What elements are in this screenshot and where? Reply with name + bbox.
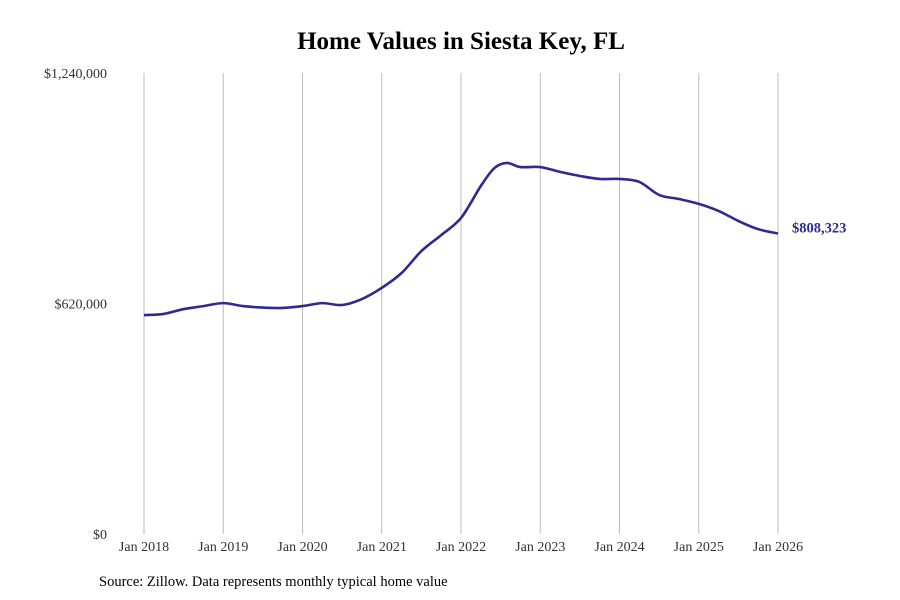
x-tick-label: Jan 2022 [436,540,486,555]
chart-title: Home Values in Siesta Key, FL [297,28,625,55]
x-tick-label: Jan 2020 [277,540,327,555]
x-tick-label: Jan 2023 [515,540,565,555]
end-value-label: $808,323 [792,220,846,236]
x-tick-label: Jan 2026 [753,540,803,555]
source-note: Source: Zillow. Data represents monthly … [99,574,448,590]
x-tick-label: Jan 2024 [594,540,644,555]
x-tick-label: Jan 2018 [119,540,169,555]
x-tick-label: Jan 2025 [674,540,724,555]
x-tick-label: Jan 2019 [198,540,248,555]
y-tick-label: $1,240,000 [44,67,107,82]
x-tick-label: Jan 2021 [357,540,407,555]
series-line-home-value [143,161,779,317]
y-tick-label: $620,000 [55,298,108,313]
y-tick-label: $0 [93,528,107,543]
